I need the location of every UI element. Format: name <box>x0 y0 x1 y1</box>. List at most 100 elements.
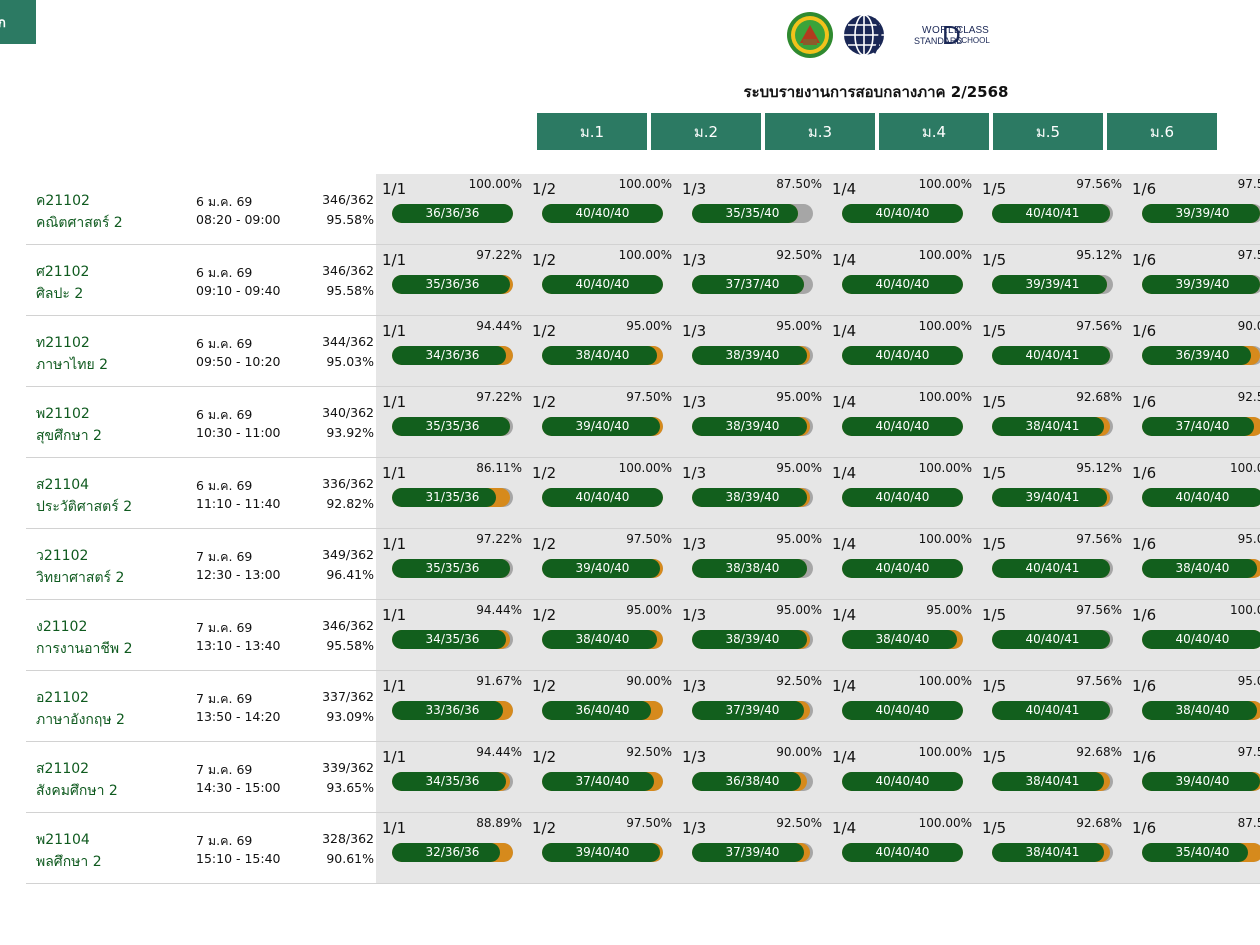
class-name: 1/2 <box>532 535 557 553</box>
class-cell[interactable]: 1/2 100.00% 40/40/40 <box>528 174 678 244</box>
class-cell[interactable]: 1/2 100.00% 40/40/40 <box>528 458 678 528</box>
class-name: 1/3 <box>682 393 707 411</box>
progress-bar: 39/39/41 <box>992 275 1113 294</box>
exam-time: 14:30 - 15:00 <box>196 780 281 795</box>
class-cell[interactable]: 1/1 94.44% 34/35/36 <box>378 600 528 670</box>
grade-tab-3[interactable]: ม.3 <box>765 113 875 150</box>
class-cell[interactable]: 1/6 100.00 40/40/40 <box>1128 600 1260 670</box>
class-cell[interactable]: 1/3 95.00% 38/39/40 <box>678 316 828 386</box>
class-cell[interactable]: 1/5 97.56% 40/40/41 <box>978 600 1128 670</box>
class-cell[interactable]: 1/5 97.56% 40/40/41 <box>978 671 1128 741</box>
class-cell[interactable]: 1/5 92.68% 38/40/41 <box>978 742 1128 812</box>
progress-bar: 37/40/40 <box>542 772 663 791</box>
class-cell[interactable]: 1/6 95.00 38/40/40 <box>1128 529 1260 599</box>
class-cell[interactable]: 1/1 97.22% 35/36/36 <box>378 245 528 315</box>
class-cell[interactable]: 1/4 100.00% 40/40/40 <box>828 813 978 883</box>
progress-bar: 34/36/36 <box>392 346 513 365</box>
grade-tab-5[interactable]: ม.5 <box>993 113 1103 150</box>
progress-bar: 40/40/40 <box>542 488 663 507</box>
class-name: 1/6 <box>1132 251 1157 269</box>
class-name: 1/1 <box>382 819 407 837</box>
logo-school: SCHOOL <box>956 36 990 45</box>
progress-label: 36/36/36 <box>425 206 480 220</box>
attendance-count: 346/362 <box>322 263 374 278</box>
class-cell[interactable]: 1/6 92.50 37/40/40 <box>1128 387 1260 457</box>
progress-bar: 38/40/40 <box>542 630 663 649</box>
class-cell[interactable]: 1/3 95.00% 38/39/40 <box>678 458 828 528</box>
class-cell[interactable]: 1/6 100.00 40/40/40 <box>1128 458 1260 528</box>
class-cell[interactable]: 1/3 95.00% 38/38/40 <box>678 529 828 599</box>
class-cell[interactable]: 1/4 100.00% 40/40/40 <box>828 387 978 457</box>
class-cell[interactable]: 1/1 86.11% 31/35/36 <box>378 458 528 528</box>
class-cell[interactable]: 1/6 97.50 39/40/40 <box>1128 742 1260 812</box>
attendance-count: 340/362 <box>322 405 374 420</box>
grade-tab-2[interactable]: ม.2 <box>651 113 761 150</box>
progress-segment-present <box>692 630 807 649</box>
progress-segment-present <box>1142 701 1257 720</box>
class-cell[interactable]: 1/6 95.00 38/40/40 <box>1128 671 1260 741</box>
class-cell[interactable]: 1/1 88.89% 32/36/36 <box>378 813 528 883</box>
class-percent: 94.44% <box>476 603 522 617</box>
progress-bar: 38/39/40 <box>692 488 813 507</box>
progress-segment-present <box>542 630 657 649</box>
class-cell[interactable]: 1/1 97.22% 35/35/36 <box>378 529 528 599</box>
class-cell[interactable]: 1/5 95.12% 39/39/41 <box>978 245 1128 315</box>
menu-button[interactable]: ก <box>0 0 36 44</box>
grade-tab-1[interactable]: ม.1 <box>537 113 647 150</box>
class-cell[interactable]: 1/3 92.50% 37/37/40 <box>678 245 828 315</box>
class-cell[interactable]: 1/6 97.50 39/39/40 <box>1128 245 1260 315</box>
class-cell[interactable]: 1/6 90.00 36/39/40 <box>1128 316 1260 386</box>
progress-segment-present <box>1142 772 1260 791</box>
subject-name: ภาษาอังกฤษ 2 <box>36 712 125 728</box>
progress-label: 31/35/36 <box>425 490 480 504</box>
progress-bar: 38/40/41 <box>992 843 1113 862</box>
exam-time: 15:10 - 15:40 <box>196 851 281 866</box>
class-cell[interactable]: 1/3 92.50% 37/39/40 <box>678 671 828 741</box>
class-cell[interactable]: 1/5 95.12% 39/40/41 <box>978 458 1128 528</box>
class-cell[interactable]: 1/4 100.00% 40/40/40 <box>828 742 978 812</box>
subject-info: ศ21102 ศิลปะ 2 6 ม.ค. 69 09:10 - 09:40 346/3… <box>26 245 376 315</box>
progress-bar: 38/40/40 <box>1142 559 1260 578</box>
class-cell[interactable]: 1/5 92.68% 38/40/41 <box>978 813 1128 883</box>
class-cell[interactable]: 1/4 95.00% 38/40/40 <box>828 600 978 670</box>
class-cell[interactable]: 1/6 97.50 39/39/40 <box>1128 174 1260 244</box>
class-cell[interactable]: 1/1 97.22% 35/35/36 <box>378 387 528 457</box>
class-name: 1/1 <box>382 748 407 766</box>
class-cell[interactable]: 1/1 100.00% 36/36/36 <box>378 174 528 244</box>
class-cell[interactable]: 1/2 95.00% 38/40/40 <box>528 600 678 670</box>
exam-time: 13:10 - 13:40 <box>196 638 281 653</box>
exam-date: 7 ม.ค. 69 <box>196 833 253 848</box>
class-cell[interactable]: 1/2 97.50% 39/40/40 <box>528 387 678 457</box>
class-cell[interactable]: 1/3 95.00% 38/39/40 <box>678 387 828 457</box>
grade-tab-6[interactable]: ม.6 <box>1107 113 1217 150</box>
class-cell[interactable]: 1/3 92.50% 37/39/40 <box>678 813 828 883</box>
class-cell[interactable]: 1/3 95.00% 38/39/40 <box>678 600 828 670</box>
progress-segment-present <box>842 346 963 365</box>
class-cell[interactable]: 1/5 97.56% 40/40/41 <box>978 316 1128 386</box>
class-cell[interactable]: 1/4 100.00% 40/40/40 <box>828 671 978 741</box>
class-cell[interactable]: 1/5 92.68% 38/40/41 <box>978 387 1128 457</box>
class-cell[interactable]: 1/2 97.50% 39/40/40 <box>528 529 678 599</box>
class-cell[interactable]: 1/4 100.00% 40/40/40 <box>828 458 978 528</box>
grade-tab-4[interactable]: ม.4 <box>879 113 989 150</box>
subject-code: พ21104 <box>36 832 90 848</box>
class-cell[interactable]: 1/6 87.50 35/40/40 <box>1128 813 1260 883</box>
class-cell[interactable]: 1/1 91.67% 33/36/36 <box>378 671 528 741</box>
class-cell[interactable]: 1/3 90.00% 36/38/40 <box>678 742 828 812</box>
class-cell[interactable]: 1/4 100.00% 40/40/40 <box>828 245 978 315</box>
class-cell[interactable]: 1/2 100.00% 40/40/40 <box>528 245 678 315</box>
class-cell[interactable]: 1/1 94.44% 34/35/36 <box>378 742 528 812</box>
class-cell[interactable]: 1/2 90.00% 36/40/40 <box>528 671 678 741</box>
class-cell[interactable]: 1/5 97.56% 40/40/41 <box>978 174 1128 244</box>
class-cell[interactable]: 1/3 87.50% 35/35/40 <box>678 174 828 244</box>
class-name: 1/1 <box>382 180 407 198</box>
class-cell[interactable]: 1/4 100.00% 40/40/40 <box>828 529 978 599</box>
class-cell[interactable]: 1/2 97.50% 39/40/40 <box>528 813 678 883</box>
class-cell[interactable]: 1/2 95.00% 38/40/40 <box>528 316 678 386</box>
class-cell[interactable]: 1/1 94.44% 34/36/36 <box>378 316 528 386</box>
class-cell[interactable]: 1/2 92.50% 37/40/40 <box>528 742 678 812</box>
class-cell[interactable]: 1/4 100.00% 40/40/40 <box>828 174 978 244</box>
class-cell[interactable]: 1/5 97.56% 40/40/41 <box>978 529 1128 599</box>
progress-bar: 31/35/36 <box>392 488 513 507</box>
class-cell[interactable]: 1/4 100.00% 40/40/40 <box>828 316 978 386</box>
